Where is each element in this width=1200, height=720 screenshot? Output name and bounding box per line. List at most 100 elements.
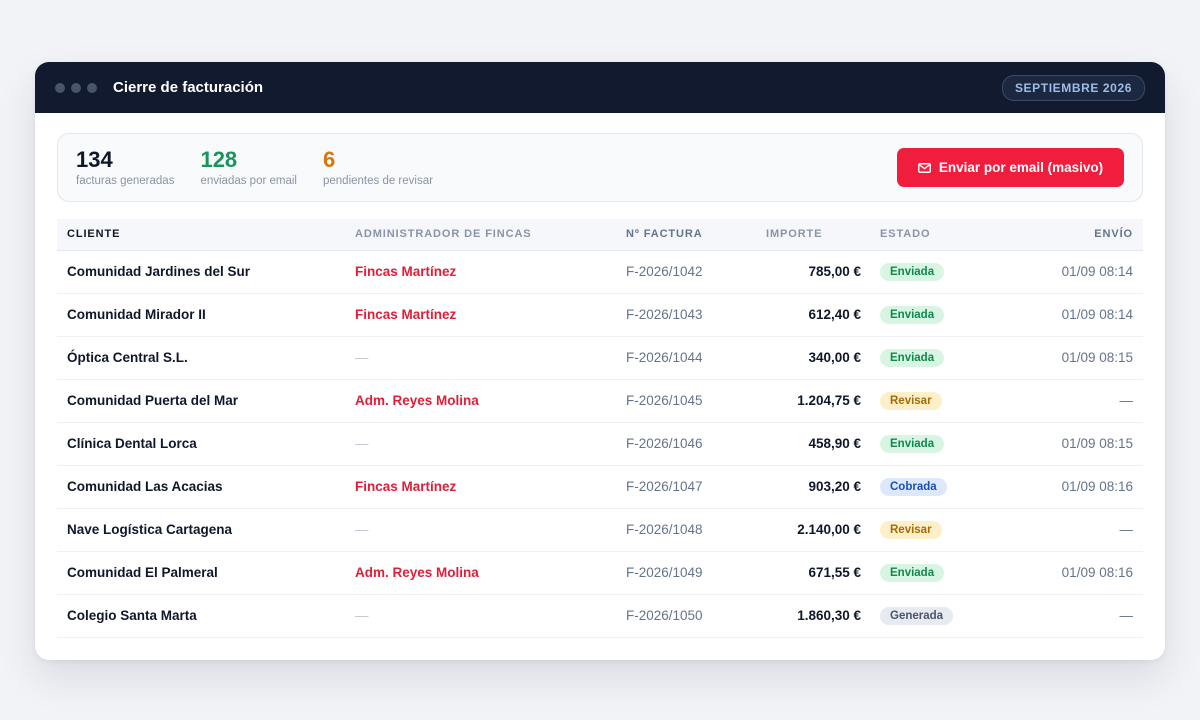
stat-value: 128 (200, 147, 238, 172)
column-header-client[interactable]: CLIENTE (57, 219, 345, 251)
column-header-status[interactable]: ESTADO (871, 219, 1001, 251)
status-cell: Enviada (871, 551, 1001, 595)
status-cell: Enviada (871, 250, 1001, 294)
invoice-amount: 340,00 € (756, 336, 871, 380)
column-header-invoice[interactable]: Nº FACTURA (616, 219, 756, 251)
invoice-amount: 1.860,30 € (756, 594, 871, 638)
table-row[interactable]: Comunidad Jardines del Sur Fincas Martíne… (57, 250, 1143, 294)
status-cell: Generada (871, 594, 1001, 638)
admin-cell: Adm. Reyes Molina (345, 379, 616, 423)
period-badge: SEPTIEMBRE 2026 (1001, 74, 1145, 101)
status-badge: Enviada (880, 262, 945, 281)
status-badge: Enviada (880, 563, 945, 582)
window-dot-icon[interactable] (87, 82, 97, 93)
stat-label: pendientes de revisar (322, 175, 433, 187)
stat-label: facturas generadas (76, 175, 175, 187)
invoice-number: F-2026/1048 (616, 508, 756, 552)
summary-panel: 134 facturas generadas 128 enviadas por … (57, 133, 1143, 202)
status-cell: Enviada (871, 336, 1001, 380)
sent-time: 01/09 08:15 (1001, 422, 1143, 466)
invoice-amount: 785,00 € (756, 250, 871, 294)
table-row[interactable]: Comunidad El Palmeral Adm. Reyes Molina F-… (57, 551, 1143, 595)
sent-time: 01/09 08:15 (1001, 336, 1143, 380)
bulk-email-label: Enviar por email (masivo) (938, 160, 1104, 175)
admin-cell: — (345, 422, 616, 466)
mail-icon (917, 162, 931, 173)
admin-link[interactable]: Fincas Martínez (355, 479, 457, 494)
column-header-admin[interactable]: ADMINISTRADOR DE FINCAS (345, 219, 616, 251)
admin-cell: Adm. Reyes Molina (345, 551, 616, 595)
admin-link[interactable]: Adm. Reyes Molina (355, 393, 479, 408)
invoice-number: F-2026/1049 (616, 551, 756, 595)
table-row[interactable]: Comunidad Puerta del Mar Adm. Reyes Molin… (57, 379, 1143, 423)
column-header-amount[interactable]: IMPORTE (756, 219, 871, 251)
stat-pending: 6 pendientes de revisar (322, 147, 433, 188)
window-dot-icon[interactable] (71, 82, 81, 93)
admin-empty: — (355, 436, 369, 451)
invoice-amount: 2.140,00 € (756, 508, 871, 552)
admin-link[interactable]: Adm. Reyes Molina (355, 565, 479, 580)
client-name: Comunidad Las Acacias (57, 465, 345, 509)
stat-value: 6 (322, 147, 336, 172)
admin-cell: — (345, 508, 616, 552)
invoice-number: F-2026/1050 (616, 594, 756, 638)
column-header-sent[interactable]: ENVÍO (1001, 219, 1143, 251)
window-controls (55, 82, 97, 93)
status-badge: Enviada (880, 305, 945, 324)
status-badge: Enviada (880, 348, 945, 367)
status-cell: Enviada (871, 422, 1001, 466)
window-title: Cierre de facturación (113, 79, 264, 96)
invoice-amount: 612,40 € (756, 293, 871, 337)
sent-time: 01/09 08:14 (1001, 293, 1143, 337)
status-badge: Revisar (880, 391, 942, 410)
invoice-amount: 903,20 € (756, 465, 871, 509)
table-row[interactable]: Clínica Dental Lorca — F-2026/1046 458,90 €… (57, 422, 1143, 466)
table-header: CLIENTE ADMINISTRADOR DE FINCAS Nº FACTU… (57, 219, 1143, 251)
table-row[interactable]: Colegio Santa Marta — F-2026/1050 1.860,30 … (57, 594, 1143, 638)
admin-cell: — (345, 594, 616, 638)
bulk-email-button[interactable]: Enviar por email (masivo) (897, 148, 1124, 187)
status-badge: Cobrada (880, 477, 947, 496)
client-name: Comunidad Puerta del Mar (57, 379, 345, 423)
invoice-number: F-2026/1047 (616, 465, 756, 509)
admin-cell: — (345, 336, 616, 380)
title-bar: Cierre de facturación SEPTIEMBRE 2026 (35, 62, 1165, 113)
billing-window: Cierre de facturación SEPTIEMBRE 2026 13… (35, 62, 1165, 660)
table-row[interactable]: Comunidad Mirador II Fincas Martínez F-202… (57, 293, 1143, 337)
client-name: Clínica Dental Lorca (57, 422, 345, 466)
sent-time: 01/09 08:16 (1001, 551, 1143, 595)
status-badge: Generada (880, 606, 954, 625)
status-badge: Revisar (880, 520, 942, 539)
invoice-number: F-2026/1045 (616, 379, 756, 423)
invoice-table: CLIENTE ADMINISTRADOR DE FINCAS Nº FACTU… (57, 219, 1143, 638)
status-cell: Revisar (871, 508, 1001, 552)
main-content: 134 facturas generadas 128 enviadas por … (35, 113, 1165, 638)
admin-link[interactable]: Fincas Martínez (355, 264, 457, 279)
sent-time: 01/09 08:14 (1001, 250, 1143, 294)
table-row[interactable]: Nave Logística Cartagena — F-2026/1048 2.14… (57, 508, 1143, 552)
status-cell: Enviada (871, 293, 1001, 337)
client-name: Comunidad Jardines del Sur (57, 250, 345, 294)
invoice-number: F-2026/1046 (616, 422, 756, 466)
invoice-number: F-2026/1043 (616, 293, 756, 337)
invoice-number: F-2026/1044 (616, 336, 756, 380)
client-name: Nave Logística Cartagena (57, 508, 345, 552)
sent-time: — (1001, 508, 1143, 552)
stat-label: enviadas por email (200, 175, 297, 187)
table-row[interactable]: Comunidad Las Acacias Fincas Martínez F-20… (57, 465, 1143, 509)
client-name: Comunidad El Palmeral (57, 551, 345, 595)
table-row[interactable]: Óptica Central S.L. — F-2026/1044 340,00 € E… (57, 336, 1143, 380)
admin-empty: — (355, 608, 369, 623)
client-name: Óptica Central S.L. (57, 336, 345, 380)
client-name: Comunidad Mirador II (57, 293, 345, 337)
stat-generated: 134 facturas generadas (76, 147, 175, 188)
admin-link[interactable]: Fincas Martínez (355, 307, 457, 322)
status-badge: Enviada (880, 434, 945, 453)
invoice-amount: 1.204,75 € (756, 379, 871, 423)
stat-value: 134 (76, 147, 113, 172)
admin-empty: — (355, 350, 369, 365)
table-body: Comunidad Jardines del Sur Fincas Martíne… (57, 250, 1143, 638)
stat-sent: 128 enviadas por email (200, 147, 297, 188)
invoice-amount: 671,55 € (756, 551, 871, 595)
window-dot-icon[interactable] (55, 82, 65, 93)
